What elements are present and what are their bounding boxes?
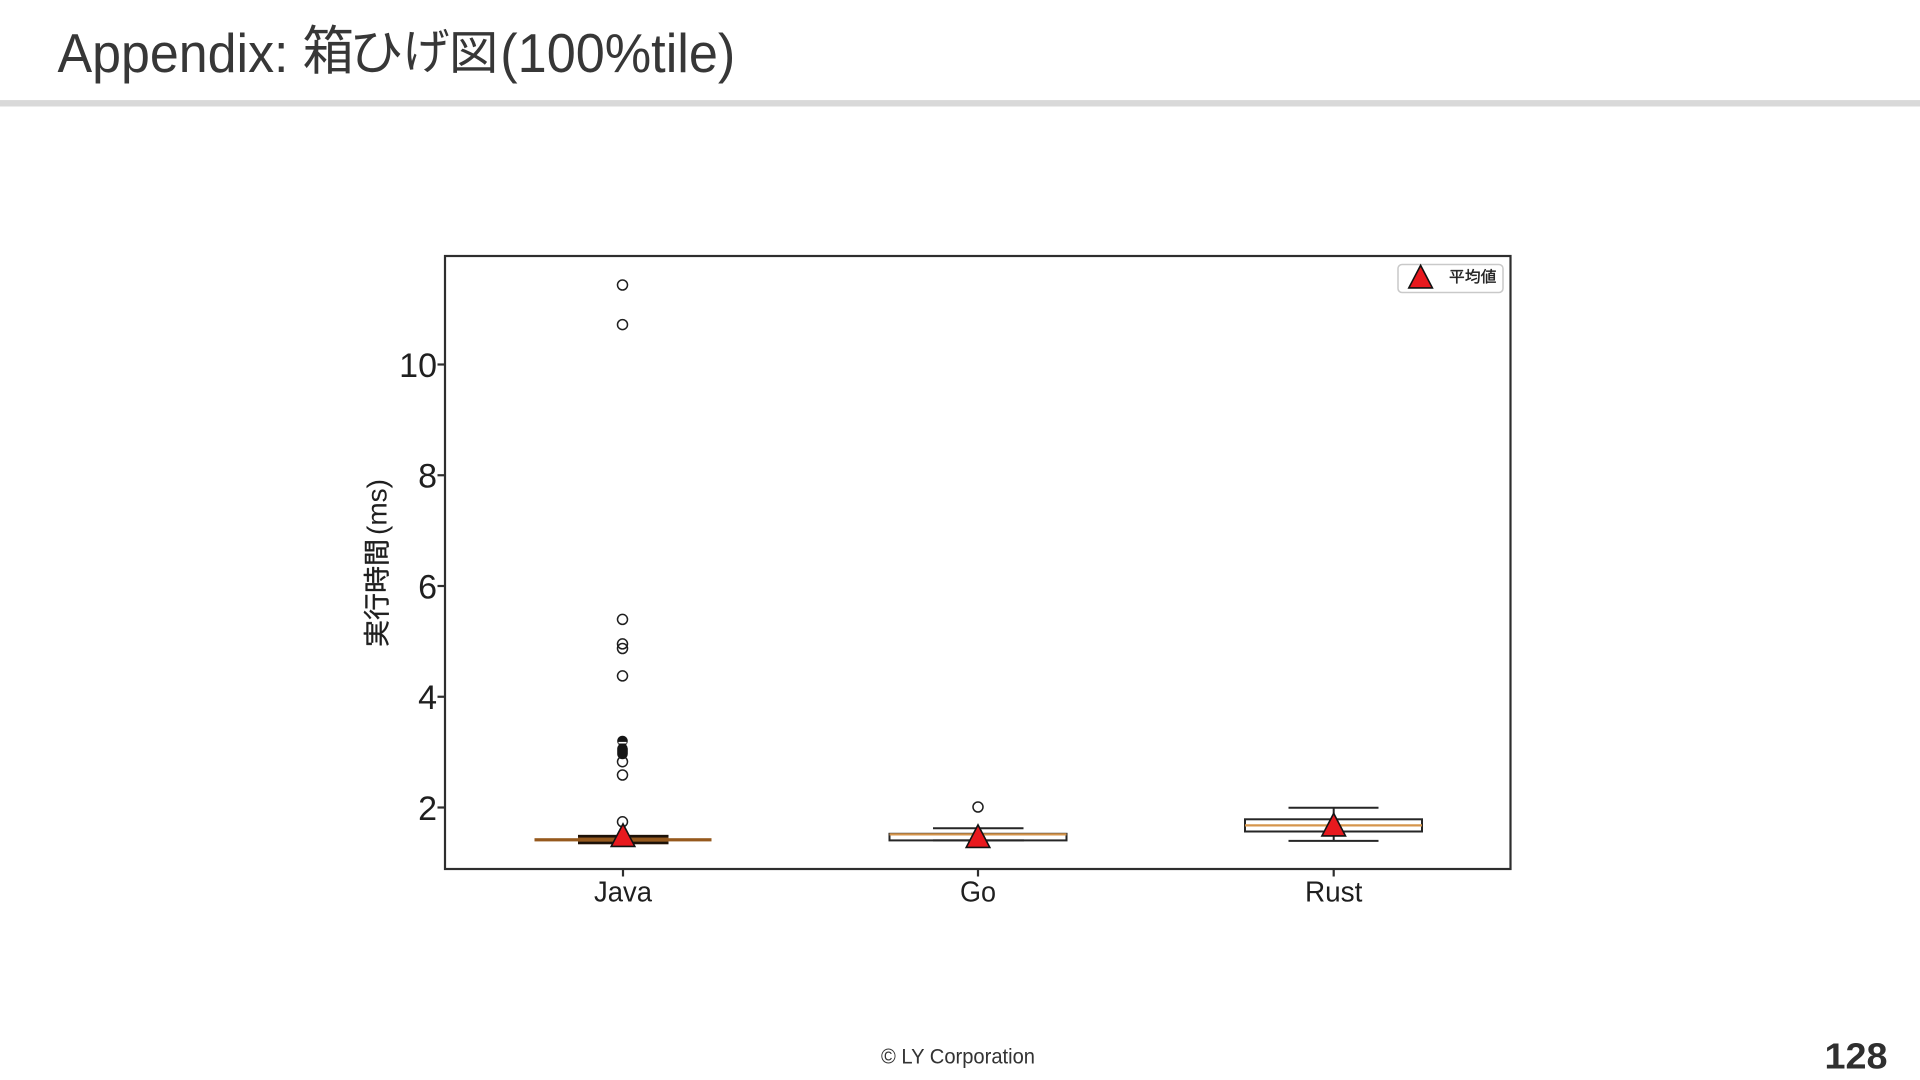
svg-text:6: 6 (418, 568, 437, 606)
svg-text:2: 2 (418, 790, 437, 828)
svg-text:© LY Corporation: © LY Corporation (881, 1046, 1035, 1069)
svg-text:4: 4 (418, 679, 437, 717)
svg-text:10: 10 (399, 347, 437, 385)
svg-text:Go: Go (960, 877, 996, 909)
svg-text:(ms): (ms) (362, 479, 393, 535)
svg-text:Java: Java (594, 877, 653, 909)
svg-text:Appendix:: Appendix: (58, 22, 289, 84)
svg-text:(100%tile): (100%tile) (500, 22, 735, 84)
svg-text:128: 128 (1825, 1035, 1888, 1076)
svg-text:Rust: Rust (1305, 877, 1363, 909)
svg-text:8: 8 (418, 458, 437, 496)
